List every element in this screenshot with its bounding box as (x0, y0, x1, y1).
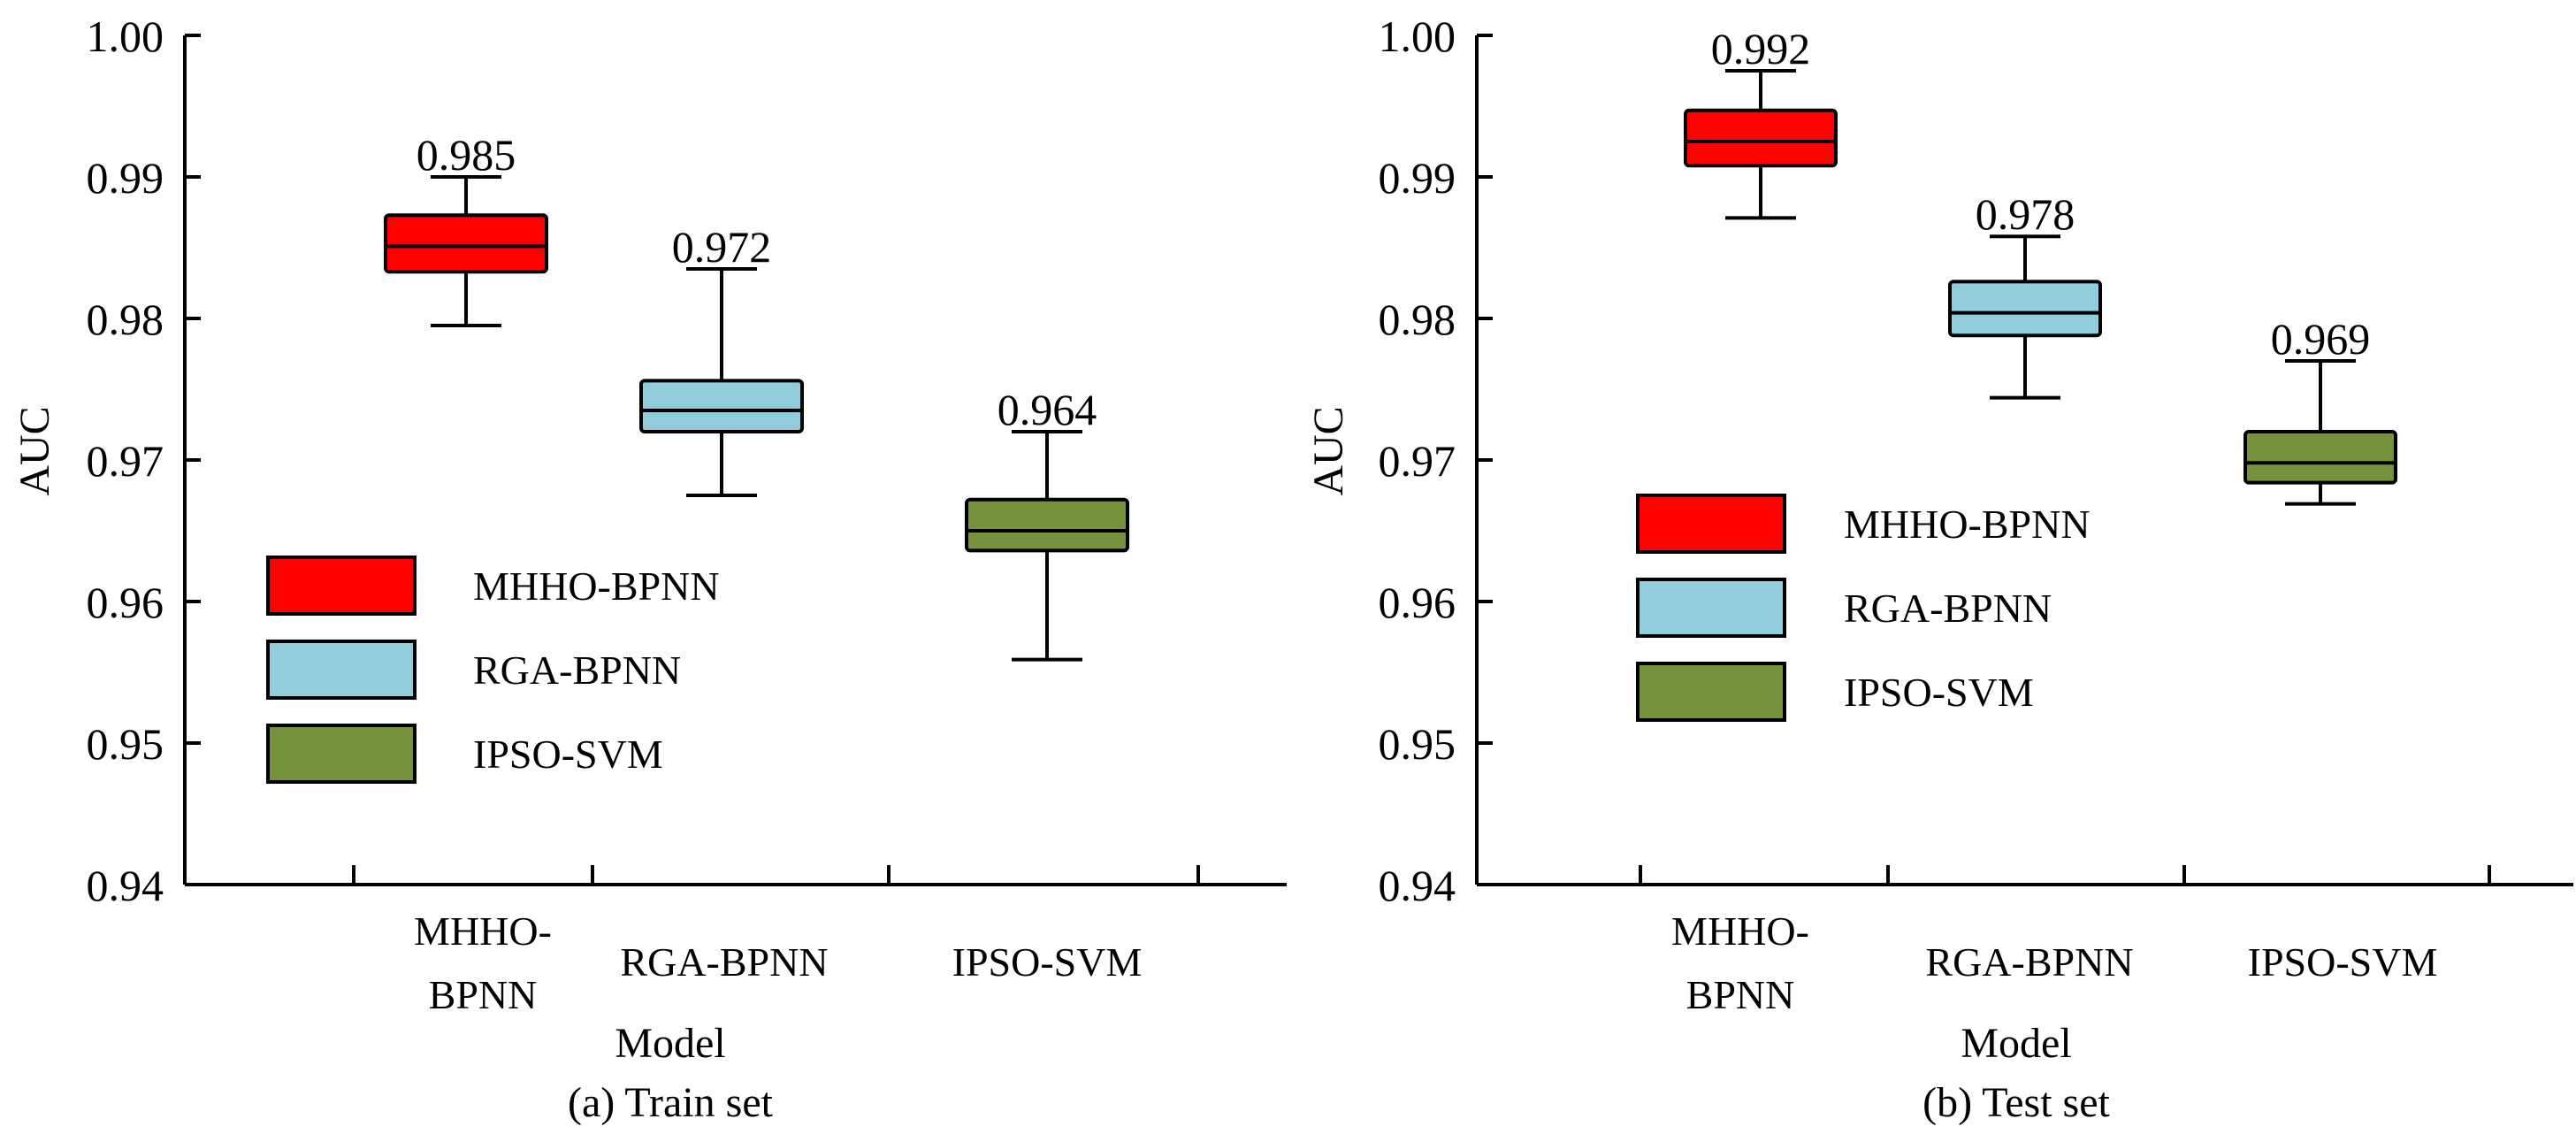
legend-swatch (1636, 578, 1786, 638)
box-value-label: 0.964 (998, 385, 1097, 434)
legend-swatch (1636, 494, 1786, 554)
x-tick-label: IPSO-SVM (952, 939, 1143, 985)
y-tick-label: 0.94 (1379, 861, 1456, 910)
box-mhho-bpnn: 0.992 (1684, 24, 1838, 220)
legend-label: IPSO-SVM (1844, 670, 2034, 715)
y-axis-label: AUC (1305, 406, 1352, 495)
box-value-label: 0.969 (2271, 314, 2371, 364)
legend: MHHO-BPNN RGA-BPNN IPSO-SVM (1636, 494, 2091, 722)
box-rga-bpnn: 0.972 (639, 222, 804, 497)
y-tick-label: 0.98 (87, 295, 164, 344)
legend-label: MHHO-BPNN (1844, 502, 2091, 547)
y-tick-label: 0.96 (1379, 578, 1456, 627)
y-tick-label: 0.95 (87, 719, 164, 769)
x-axis-label: Model (615, 1020, 725, 1067)
y-tick-label: 0.94 (87, 861, 164, 910)
x-tick-label: IPSO-SVM (2248, 939, 2438, 985)
x-tick-label: BPNN (429, 972, 538, 1017)
iqr-box (2243, 430, 2397, 485)
box-rga-bpnn: 0.978 (1948, 189, 2102, 400)
legend-label: RGA-BPNN (473, 648, 681, 693)
legend: MHHO-BPNN RGA-BPNN IPSO-SVM (266, 556, 720, 784)
legend-swatch (266, 724, 417, 784)
box-value-label: 0.992 (1711, 24, 1811, 73)
box-ipso-svm: 0.964 (965, 385, 1129, 662)
y-tick-label: 0.99 (1379, 153, 1456, 203)
y-tick-label: 1.00 (1379, 11, 1456, 61)
legend-label: IPSO-SVM (473, 732, 663, 777)
legend-label: MHHO-BPNN (473, 563, 720, 609)
box-mhho-bpnn: 0.985 (384, 130, 548, 327)
x-tick-label: MHHO- (1671, 908, 1809, 954)
y-tick-label: 0.97 (87, 436, 164, 486)
panel-caption: (a) Train set (568, 1079, 774, 1126)
y-tick-label: 0.97 (1379, 436, 1456, 486)
x-tick-label: RGA-BPNN (620, 939, 828, 985)
legend-swatch (266, 556, 417, 616)
box-ipso-svm: 0.969 (2243, 314, 2397, 506)
y-tick-label: 0.95 (1379, 719, 1456, 769)
legend-swatch (1636, 662, 1786, 722)
x-tick-label: RGA-BPNN (1925, 939, 2133, 985)
legend-label: RGA-BPNN (1844, 586, 2052, 631)
iqr-box (384, 213, 548, 274)
x-tick-label: BPNN (1686, 972, 1795, 1017)
x-axis-label: Model (1961, 1020, 2071, 1067)
chart-panel-train: 0.940.950.960.970.980.991.00MHHO-BPNNRGA… (11, 11, 1287, 1126)
box-value-label: 0.972 (672, 222, 772, 272)
x-tick-label: MHHO- (414, 908, 552, 954)
chart-panel-test: 0.940.950.960.970.980.991.00MHHO-BPNNRGA… (1305, 11, 2573, 1126)
iqr-box (639, 379, 804, 433)
iqr-box (965, 497, 1129, 553)
y-tick-label: 1.00 (87, 11, 164, 61)
box-value-label: 0.985 (417, 130, 516, 180)
y-axis-label: AUC (11, 406, 58, 495)
iqr-box (1948, 280, 2102, 338)
box-value-label: 0.978 (1976, 189, 2075, 239)
y-tick-label: 0.98 (1379, 295, 1456, 344)
y-tick-label: 0.99 (87, 153, 164, 203)
panel-caption: (b) Test set (1922, 1079, 2110, 1126)
iqr-box (1684, 108, 1838, 168)
y-tick-label: 0.96 (87, 578, 164, 627)
legend-swatch (266, 640, 417, 700)
